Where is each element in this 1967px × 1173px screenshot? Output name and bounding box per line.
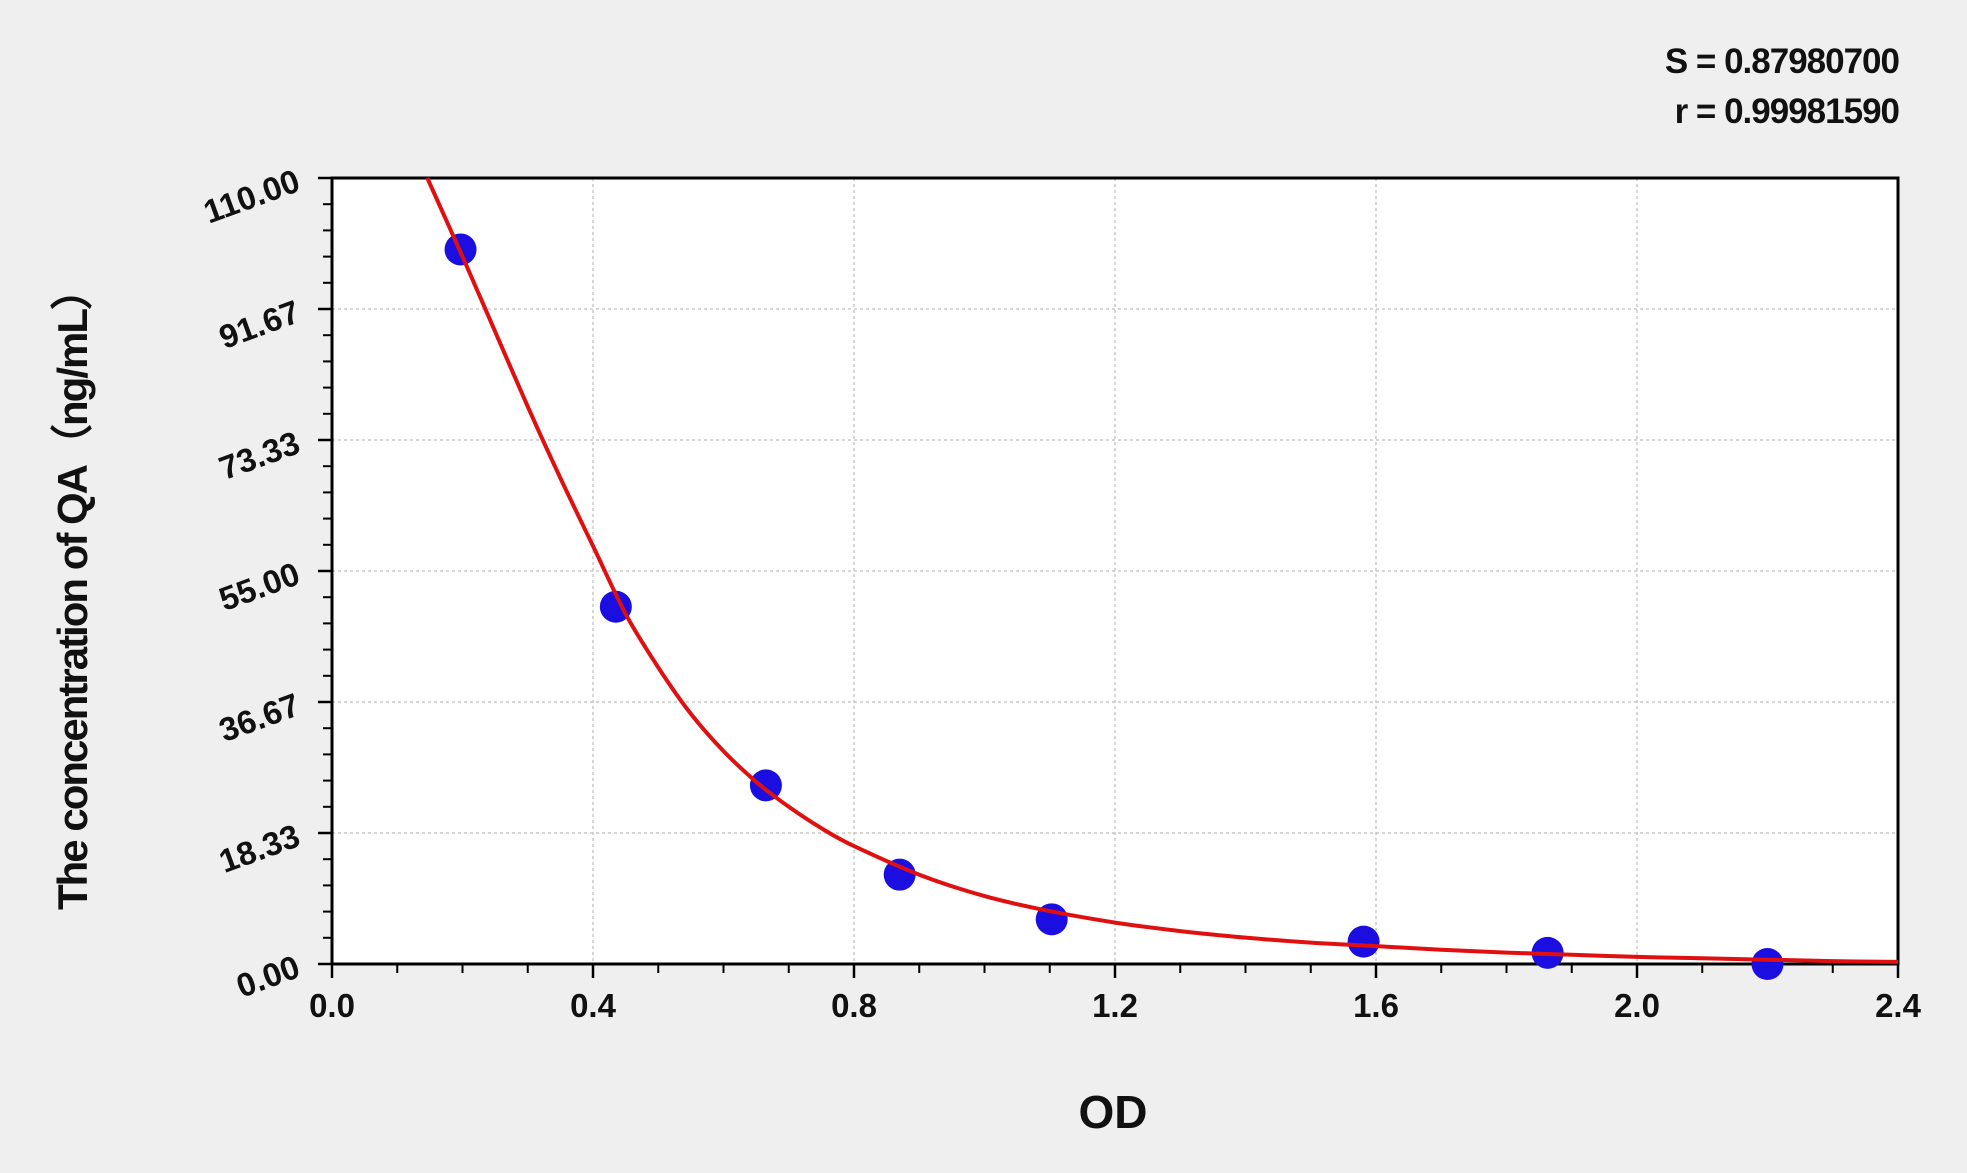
data-point — [749, 769, 782, 802]
y-tick-label: 73.33 — [214, 424, 304, 487]
x-tick-label: 2.4 — [1875, 987, 1922, 1024]
x-tick-label: 2.0 — [1614, 987, 1660, 1024]
data-point — [883, 858, 916, 891]
y-tick-label: 18.33 — [214, 817, 304, 880]
x-tick-label: 1.6 — [1353, 987, 1399, 1024]
y-tick-label: 91.67 — [214, 293, 304, 356]
data-point — [1347, 925, 1380, 958]
fit-stat-r: r = 0.99981590 — [1674, 92, 1900, 131]
y-tick-label: 0.00 — [231, 948, 304, 1005]
x-tick-label: 0.0 — [309, 987, 355, 1024]
data-point — [1751, 948, 1784, 980]
x-tick-label: 0.8 — [831, 987, 877, 1024]
y-tick-label: 36.67 — [214, 686, 304, 749]
y-axis-title: The concentration of QA（ng/mL） — [49, 270, 96, 910]
y-tick-label: 110.00 — [199, 162, 305, 231]
x-tick-label: 0.4 — [570, 987, 617, 1024]
x-tick-label: 1.2 — [1092, 987, 1138, 1024]
x-axis-ticks: 0.0 0.4 0.8 1.2 1.6 2.0 2.4 — [309, 964, 1922, 1024]
data-points — [444, 233, 1784, 980]
grid-lines — [332, 178, 1898, 964]
y-axis-ticks: 0.00 18.33 36.67 55.00 73.33 91.67 110.00 — [199, 162, 332, 1005]
fit-curve — [425, 177, 1899, 964]
y-tick-label: 55.00 — [214, 555, 304, 618]
fit-stat-s: S = 0.87980700 — [1664, 42, 1900, 81]
x-axis-title: OD — [1079, 1086, 1148, 1138]
